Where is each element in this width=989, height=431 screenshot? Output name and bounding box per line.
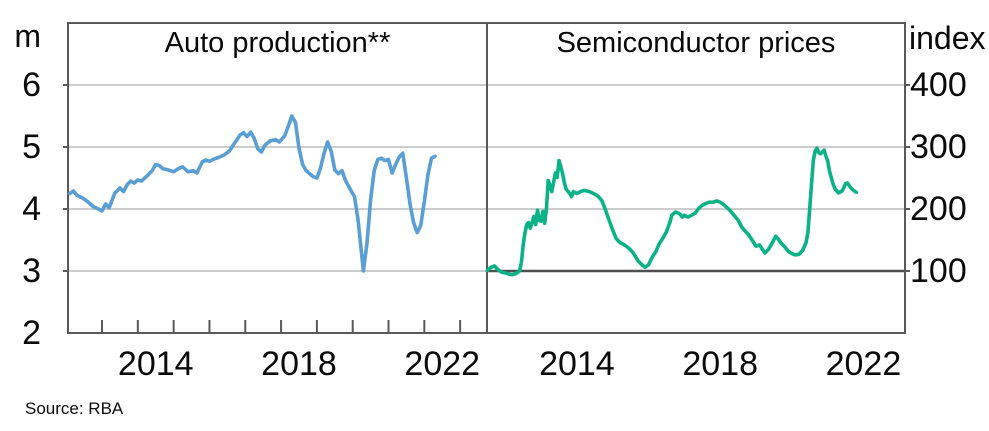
y-tick-label: 6 <box>22 66 41 104</box>
y-tick-label: 300 <box>910 128 967 166</box>
x-year-label: 2014 <box>117 345 194 383</box>
y-tick-label: 2 <box>22 314 41 352</box>
y-tick-label: 400 <box>910 66 967 104</box>
y-tick-label: 3 <box>22 252 41 290</box>
left-data-line <box>68 114 437 273</box>
y-tick-label: 200 <box>910 190 967 228</box>
right-chart-title: Semiconductor prices <box>556 27 836 59</box>
panel-border <box>486 22 906 334</box>
x-year-label: 2018 <box>682 345 758 383</box>
left-chart-title: Auto production** <box>164 27 391 59</box>
right-axis-unit-label: index <box>909 20 986 56</box>
x-year-label: 2022 <box>404 345 481 383</box>
x-year-label: 2022 <box>825 345 902 383</box>
panel-border <box>67 22 488 334</box>
x-year-label: 2014 <box>539 345 615 383</box>
source-note: Source: RBA <box>25 399 124 418</box>
right-data-line <box>485 146 859 277</box>
y-tick-label: 4 <box>22 190 41 228</box>
x-year-label: 2018 <box>261 345 337 383</box>
y-tick-label: 5 <box>22 128 41 166</box>
left-axis-unit-label: m <box>14 18 41 54</box>
y-tick-label: 100 <box>910 252 967 290</box>
